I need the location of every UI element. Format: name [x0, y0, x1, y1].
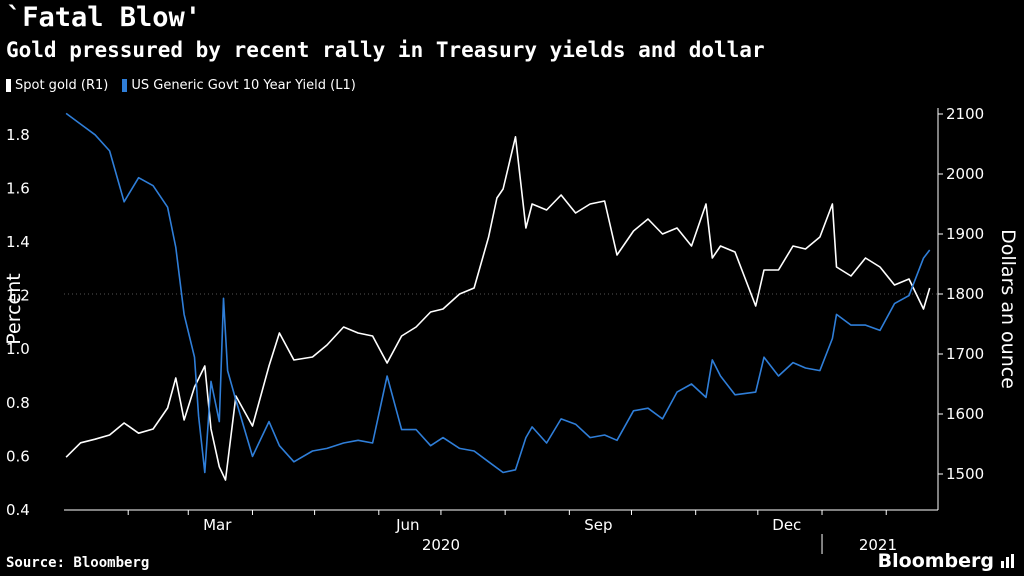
source-note: Source: Bloomberg [6, 555, 150, 571]
right-tick-label: 1600 [946, 405, 984, 423]
x-tick-label: Sep [584, 516, 612, 534]
left-tick-label: 1.0 [6, 340, 30, 358]
left-axis-title: Percent [3, 273, 25, 345]
legend-item-gold: Spot gold (R1) [6, 78, 108, 93]
right-axis-title: Dollars an ounce [997, 229, 1019, 389]
chart-labels: 0.4 0.6 0.8 1.0 1.2 1.4 1.6 1.8 1500 1600 1700 1800… [3, 105, 1019, 554]
left-tick-label: 1.2 [6, 287, 30, 305]
left-tick-label: 0.8 [6, 394, 30, 412]
chart-lines [65, 112, 931, 481]
bloomberg-logo: Bloomberg [877, 550, 994, 572]
legend: Spot gold (R1) US Generic Govt 10 Year Y… [6, 78, 356, 93]
x-tick-label: Dec [772, 516, 801, 534]
year-label: 2021 [859, 536, 897, 554]
x-tick-label: Jun [395, 516, 419, 534]
legend-swatch-yield [122, 79, 128, 92]
legend-label-gold: Spot gold (R1) [15, 78, 109, 93]
right-tick-label: 1800 [946, 285, 984, 303]
right-tick-label: 2100 [946, 105, 984, 123]
bloomberg-chart-icon [1001, 554, 1014, 568]
legend-item-yield: US Generic Govt 10 Year Yield (L1) [122, 78, 356, 93]
series-line-us-10y-yield [65, 112, 931, 474]
left-tick-label: 1.6 [6, 179, 30, 197]
right-tick-label: 1500 [946, 465, 984, 483]
year-label: 2020 [422, 536, 460, 554]
right-tick-label: 1900 [946, 225, 984, 243]
left-tick-label: 0.4 [6, 501, 30, 519]
legend-swatch-gold [6, 79, 11, 92]
left-tick-label: 0.6 [6, 447, 30, 465]
left-tick-label: 1.8 [6, 126, 30, 144]
right-tick-label: 2000 [946, 165, 984, 183]
chart-axes [64, 108, 943, 554]
right-tick-label: 1700 [946, 345, 984, 363]
x-tick-label: Mar [203, 516, 232, 534]
chart-title: `Fatal Blow' [6, 2, 202, 33]
legend-label-yield: US Generic Govt 10 Year Yield (L1) [131, 78, 356, 93]
series-line-spot-gold [65, 136, 931, 481]
left-tick-label: 1.4 [6, 233, 30, 251]
chart-subtitle: Gold pressured by recent rally in Treasu… [6, 38, 765, 62]
